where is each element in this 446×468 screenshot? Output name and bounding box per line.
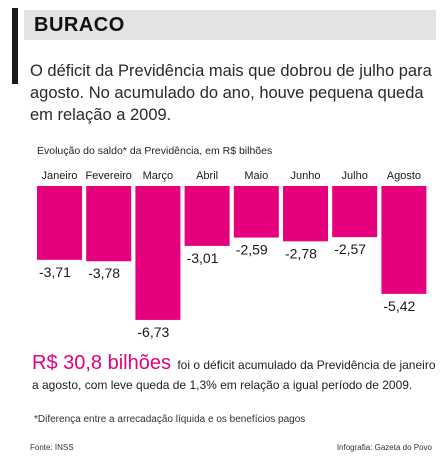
- highlight-box: R$ 30,8 bilhões foi o déficit acumulado …: [32, 353, 436, 395]
- highlight-amount: R$ 30,8 bilhões: [32, 352, 171, 374]
- value-label-maio: -2,59: [236, 242, 268, 258]
- category-label-abril: Abril: [196, 170, 218, 182]
- source-note: Fonte: INSS: [30, 443, 74, 452]
- category-label-junho: Junho: [291, 170, 321, 182]
- bar-fevereiro: [86, 186, 132, 262]
- value-label-agosto: -5,42: [383, 298, 415, 314]
- highlight-text: foi o déficit acumulado da Previdência d…: [32, 358, 436, 392]
- credit-note: Infografia: Gazeta do Povo: [336, 443, 432, 452]
- value-label-julho: -2,57: [334, 241, 366, 257]
- chart-title: Evolução do saldo* da Previdência, em R$…: [37, 145, 273, 157]
- lead-paragraph: O déficit da Previdência mais que dobrou…: [30, 62, 432, 124]
- category-label-julho: Julho: [342, 170, 368, 182]
- bar-maio: [233, 186, 279, 238]
- category-label-janeiro: Janeiro: [41, 170, 77, 182]
- value-label-junho: -2,78: [285, 245, 317, 261]
- bar-junho: [283, 186, 328, 242]
- section-accent-bar: [12, 8, 18, 84]
- value-label-marco: -6,73: [137, 324, 169, 340]
- category-label-maio: Maio: [244, 170, 268, 182]
- bar-agosto: [381, 186, 427, 294]
- bar-marco: [135, 186, 181, 320]
- bar-abril: [184, 186, 230, 246]
- category-label-agosto: Agosto: [387, 170, 421, 182]
- bar-janeiro: [37, 186, 82, 260]
- section-title: BURACO: [24, 10, 436, 40]
- footnote: *Diferença entre a arrecadação líquida e…: [34, 414, 306, 425]
- category-label-fevereiro: Fevereiro: [85, 170, 131, 182]
- value-label-abril: -3,01: [187, 250, 219, 266]
- bar-julho: [332, 186, 378, 238]
- value-label-fevereiro: -3,78: [88, 265, 120, 281]
- value-label-janeiro: -3,71: [39, 264, 71, 280]
- category-label-marco: Março: [143, 170, 174, 182]
